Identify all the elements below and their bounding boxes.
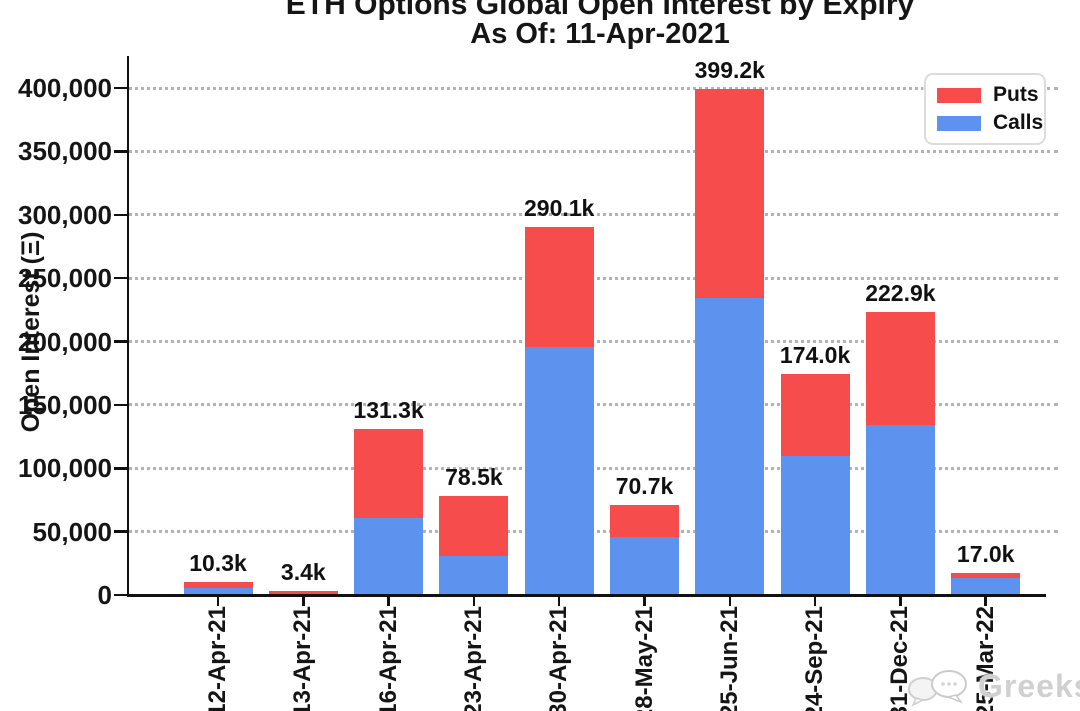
- legend-item-puts: Puts: [937, 84, 1039, 106]
- y-tick-label: 50,000: [32, 516, 112, 547]
- y-tick-mark: [114, 86, 128, 90]
- bar-calls-segment: [610, 536, 679, 595]
- legend-item-calls: Calls: [937, 112, 1043, 134]
- y-tick-label: 300,000: [18, 199, 112, 230]
- bar-puts-segment: [951, 573, 1021, 578]
- bar-puts-segment: [439, 495, 509, 556]
- x-tick-label: 30-Apr-21: [545, 606, 573, 711]
- bar-calls-segment: [183, 588, 253, 595]
- bar-puts-segment: [695, 89, 765, 299]
- y-tick-label: 250,000: [18, 263, 112, 294]
- legend: Puts Calls: [924, 73, 1046, 145]
- x-tick-label: 24-Sep-21: [801, 606, 829, 711]
- y-tick-mark: [114, 530, 128, 533]
- bar-calls-segment: [354, 517, 424, 595]
- chart-title: ETH Options Global Open Interest by Expi…: [285, 0, 915, 21]
- x-tick-label: 12-Apr-21: [204, 606, 231, 711]
- y-tick-mark: [114, 150, 128, 153]
- y-tick-label: 200,000: [18, 326, 112, 357]
- y-tick-mark: [114, 213, 128, 216]
- bar-calls-segment: [439, 555, 509, 595]
- gridline-300,000: [128, 213, 1058, 217]
- bar-puts-segment: [354, 428, 424, 518]
- bar-total-label: 174.0k: [779, 342, 851, 369]
- y-tick-mark: [114, 467, 128, 470]
- x-tick-label: 28-May-21: [630, 606, 658, 711]
- gridline-400,000: [128, 86, 1058, 90]
- bar-total-label: 17.0k: [956, 541, 1015, 568]
- legend-label-calls: Calls: [993, 111, 1044, 134]
- x-tick-mark: [984, 596, 987, 606]
- y-tick-mark: [114, 403, 128, 407]
- x-axis-spine: [126, 593, 1046, 597]
- x-tick-mark: [557, 596, 561, 606]
- calls-color-swatch: [937, 115, 981, 131]
- x-tick-mark: [472, 596, 476, 606]
- bar-puts-segment: [183, 581, 253, 589]
- x-tick-label: 25-Mar-22: [971, 606, 999, 711]
- bar-total-label: 10.3k: [189, 549, 247, 576]
- y-tick-label: 400,000: [18, 73, 112, 103]
- bar-puts-segment: [780, 374, 850, 456]
- legend-label-puts: Puts: [993, 83, 1039, 106]
- x-tick-mark: [216, 596, 220, 606]
- x-tick-label: 16-Apr-21: [374, 606, 402, 711]
- y-tick-label: 150,000: [18, 389, 112, 420]
- y-tick-mark: [114, 340, 128, 343]
- y-tick-label: 100,000: [18, 453, 112, 484]
- bar-total-label: 222.9k: [865, 280, 936, 307]
- gridline-350,000: [128, 149, 1058, 153]
- x-tick-mark: [813, 596, 817, 606]
- x-tick-label: 23-Apr-21: [459, 606, 487, 711]
- x-tick-mark: [728, 596, 732, 606]
- bar-calls-segment: [951, 577, 1021, 595]
- x-tick-label: 25-Jun-21: [715, 606, 743, 711]
- x-tick-mark: [899, 596, 902, 606]
- bar-total-label: 3.4k: [280, 558, 326, 585]
- y-tick-label: 350,000: [18, 136, 112, 167]
- bar-calls-segment: [524, 346, 594, 595]
- chart-subtitle: As Of: 11-Apr-2021: [470, 18, 730, 50]
- y-axis-spine: [126, 56, 129, 597]
- bar-puts-segment: [524, 227, 594, 347]
- bar-calls-segment: [865, 425, 935, 595]
- bar-total-label: 70.7k: [615, 473, 674, 500]
- y-tick-label: 0: [97, 580, 112, 610]
- x-tick-mark: [302, 596, 305, 606]
- bar-total-label: 131.3k: [353, 396, 424, 423]
- bar-total-label: 78.5k: [445, 463, 503, 490]
- bar-total-label: 399.2k: [694, 57, 765, 83]
- bar-calls-segment: [695, 298, 765, 595]
- bar-total-label: 290.1k: [524, 195, 595, 222]
- y-tick-mark: [114, 276, 128, 280]
- bar-puts-segment: [268, 590, 338, 595]
- x-tick-label: 31-Dec-21: [886, 606, 914, 711]
- bar-puts-segment: [865, 312, 935, 426]
- x-tick-label: 13-Apr-21: [289, 606, 317, 711]
- bar-calls-segment: [780, 455, 850, 595]
- bar-puts-segment: [610, 505, 679, 537]
- x-tick-mark: [387, 596, 390, 606]
- y-tick-mark: [114, 593, 128, 597]
- puts-color-swatch: [937, 87, 981, 103]
- x-tick-mark: [643, 596, 646, 606]
